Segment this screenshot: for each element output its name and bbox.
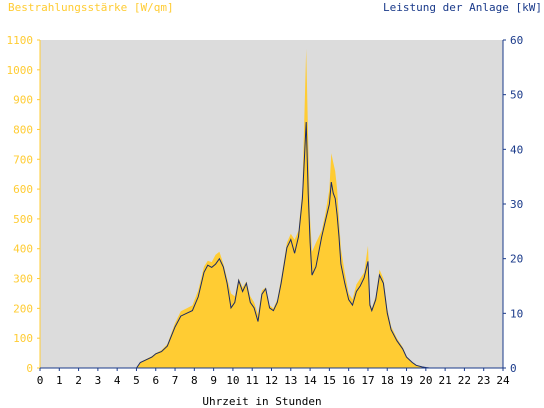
left-tick-label: 1000 [7, 64, 34, 77]
left-tick-label: 400 [13, 243, 33, 256]
left-tick-label: 500 [13, 213, 33, 226]
x-tick-label: 7 [172, 374, 179, 387]
x-axis-title: Uhrzeit in Stunden [202, 395, 321, 408]
x-tick-label: 13 [284, 374, 297, 387]
x-tick-label: 21 [439, 374, 452, 387]
x-tick-label: 12 [265, 374, 278, 387]
left-tick-label: 900 [13, 94, 33, 107]
left-tick-label: 300 [13, 273, 33, 286]
left-axis-title: Bestrahlungsstärke [W/qm] [8, 1, 174, 14]
right-tick-label: 40 [510, 143, 523, 156]
x-tick-label: 14 [303, 374, 317, 387]
left-tick-label: 700 [13, 153, 33, 166]
x-tick-label: 24 [496, 374, 510, 387]
x-tick-label: 1 [56, 374, 63, 387]
x-tick-label: 3 [95, 374, 102, 387]
right-tick-label: 10 [510, 307, 523, 320]
left-tick-label: 600 [13, 183, 33, 196]
x-tick-label: 5 [133, 374, 140, 387]
right-tick-label: 60 [510, 34, 523, 47]
left-tick-label: 100 [13, 332, 33, 345]
x-tick-label: 19 [400, 374, 413, 387]
x-tick-label: 23 [477, 374, 490, 387]
x-tick-label: 8 [191, 374, 198, 387]
x-tick-label: 15 [323, 374, 336, 387]
x-tick-label: 9 [210, 374, 217, 387]
left-tick-label: 1100 [7, 34, 34, 47]
x-tick-label: 2 [75, 374, 82, 387]
power-line [40, 121, 503, 369]
left-tick-label: 200 [13, 302, 33, 315]
right-tick-label: 50 [510, 89, 523, 102]
x-tick-label: 0 [37, 374, 44, 387]
axes-layer: 0100200300400500600700800900100011000102… [7, 34, 524, 387]
right-tick-label: 20 [510, 253, 523, 266]
x-tick-label: 22 [458, 374, 471, 387]
right-axis-title: Leistung der Anlage [kW] [383, 1, 542, 14]
left-tick-label: 800 [13, 123, 33, 136]
series-layer [40, 48, 503, 369]
x-tick-label: 4 [114, 374, 121, 387]
x-tick-label: 6 [152, 374, 159, 387]
right-tick-label: 0 [510, 362, 517, 375]
x-tick-label: 16 [342, 374, 355, 387]
x-tick-label: 10 [226, 374, 239, 387]
x-tick-label: 17 [361, 374, 374, 387]
x-tick-label: 18 [381, 374, 394, 387]
x-tick-label: 11 [246, 374, 259, 387]
left-tick-label: 0 [26, 362, 33, 375]
x-tick-label: 20 [419, 374, 432, 387]
right-tick-label: 30 [510, 198, 523, 211]
